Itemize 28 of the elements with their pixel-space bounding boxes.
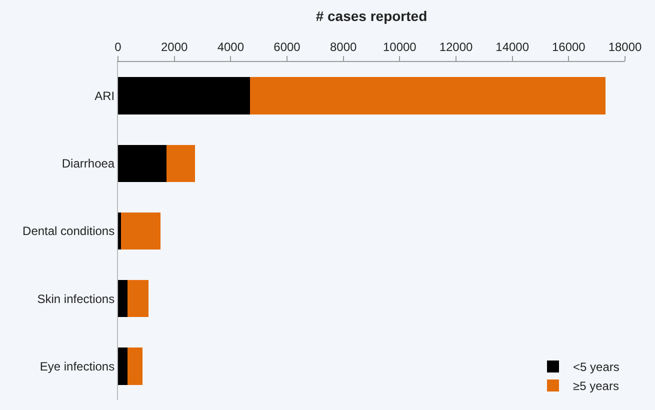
y-tick-label: ARI [94,89,115,103]
bar [118,77,250,114]
x-tick-label: 12000 [439,40,474,54]
bar [250,77,606,114]
x-tick-label: 2000 [160,40,188,54]
x-tick-label: 14000 [496,40,530,54]
legend-label: ≥5 years [573,379,619,394]
x-tick-label: 8000 [330,40,357,54]
x-tick-label: 10000 [382,40,417,54]
bar [121,212,160,250]
x-tick-label: 6000 [274,40,301,54]
x-axis-title: # cases reported [316,8,428,24]
bar [166,144,195,182]
y-tick-label: Diarrhoea [62,156,115,171]
x-tick-label: 0 [114,40,122,54]
y-tick-label: Eye infections [40,359,115,374]
bar [127,280,148,318]
x-tick-label: 4000 [217,40,244,54]
bar [118,144,167,182]
bar [118,348,128,385]
bar [127,348,142,385]
x-tick-label: 18000 [608,40,642,54]
y-tick-label: Skin infections [37,292,115,306]
bar [118,280,128,318]
x-tick-label: 16000 [552,40,586,54]
legend-label: <5 years [573,360,620,374]
bar [118,212,122,250]
y-tick-label: Dental conditions [22,224,115,238]
